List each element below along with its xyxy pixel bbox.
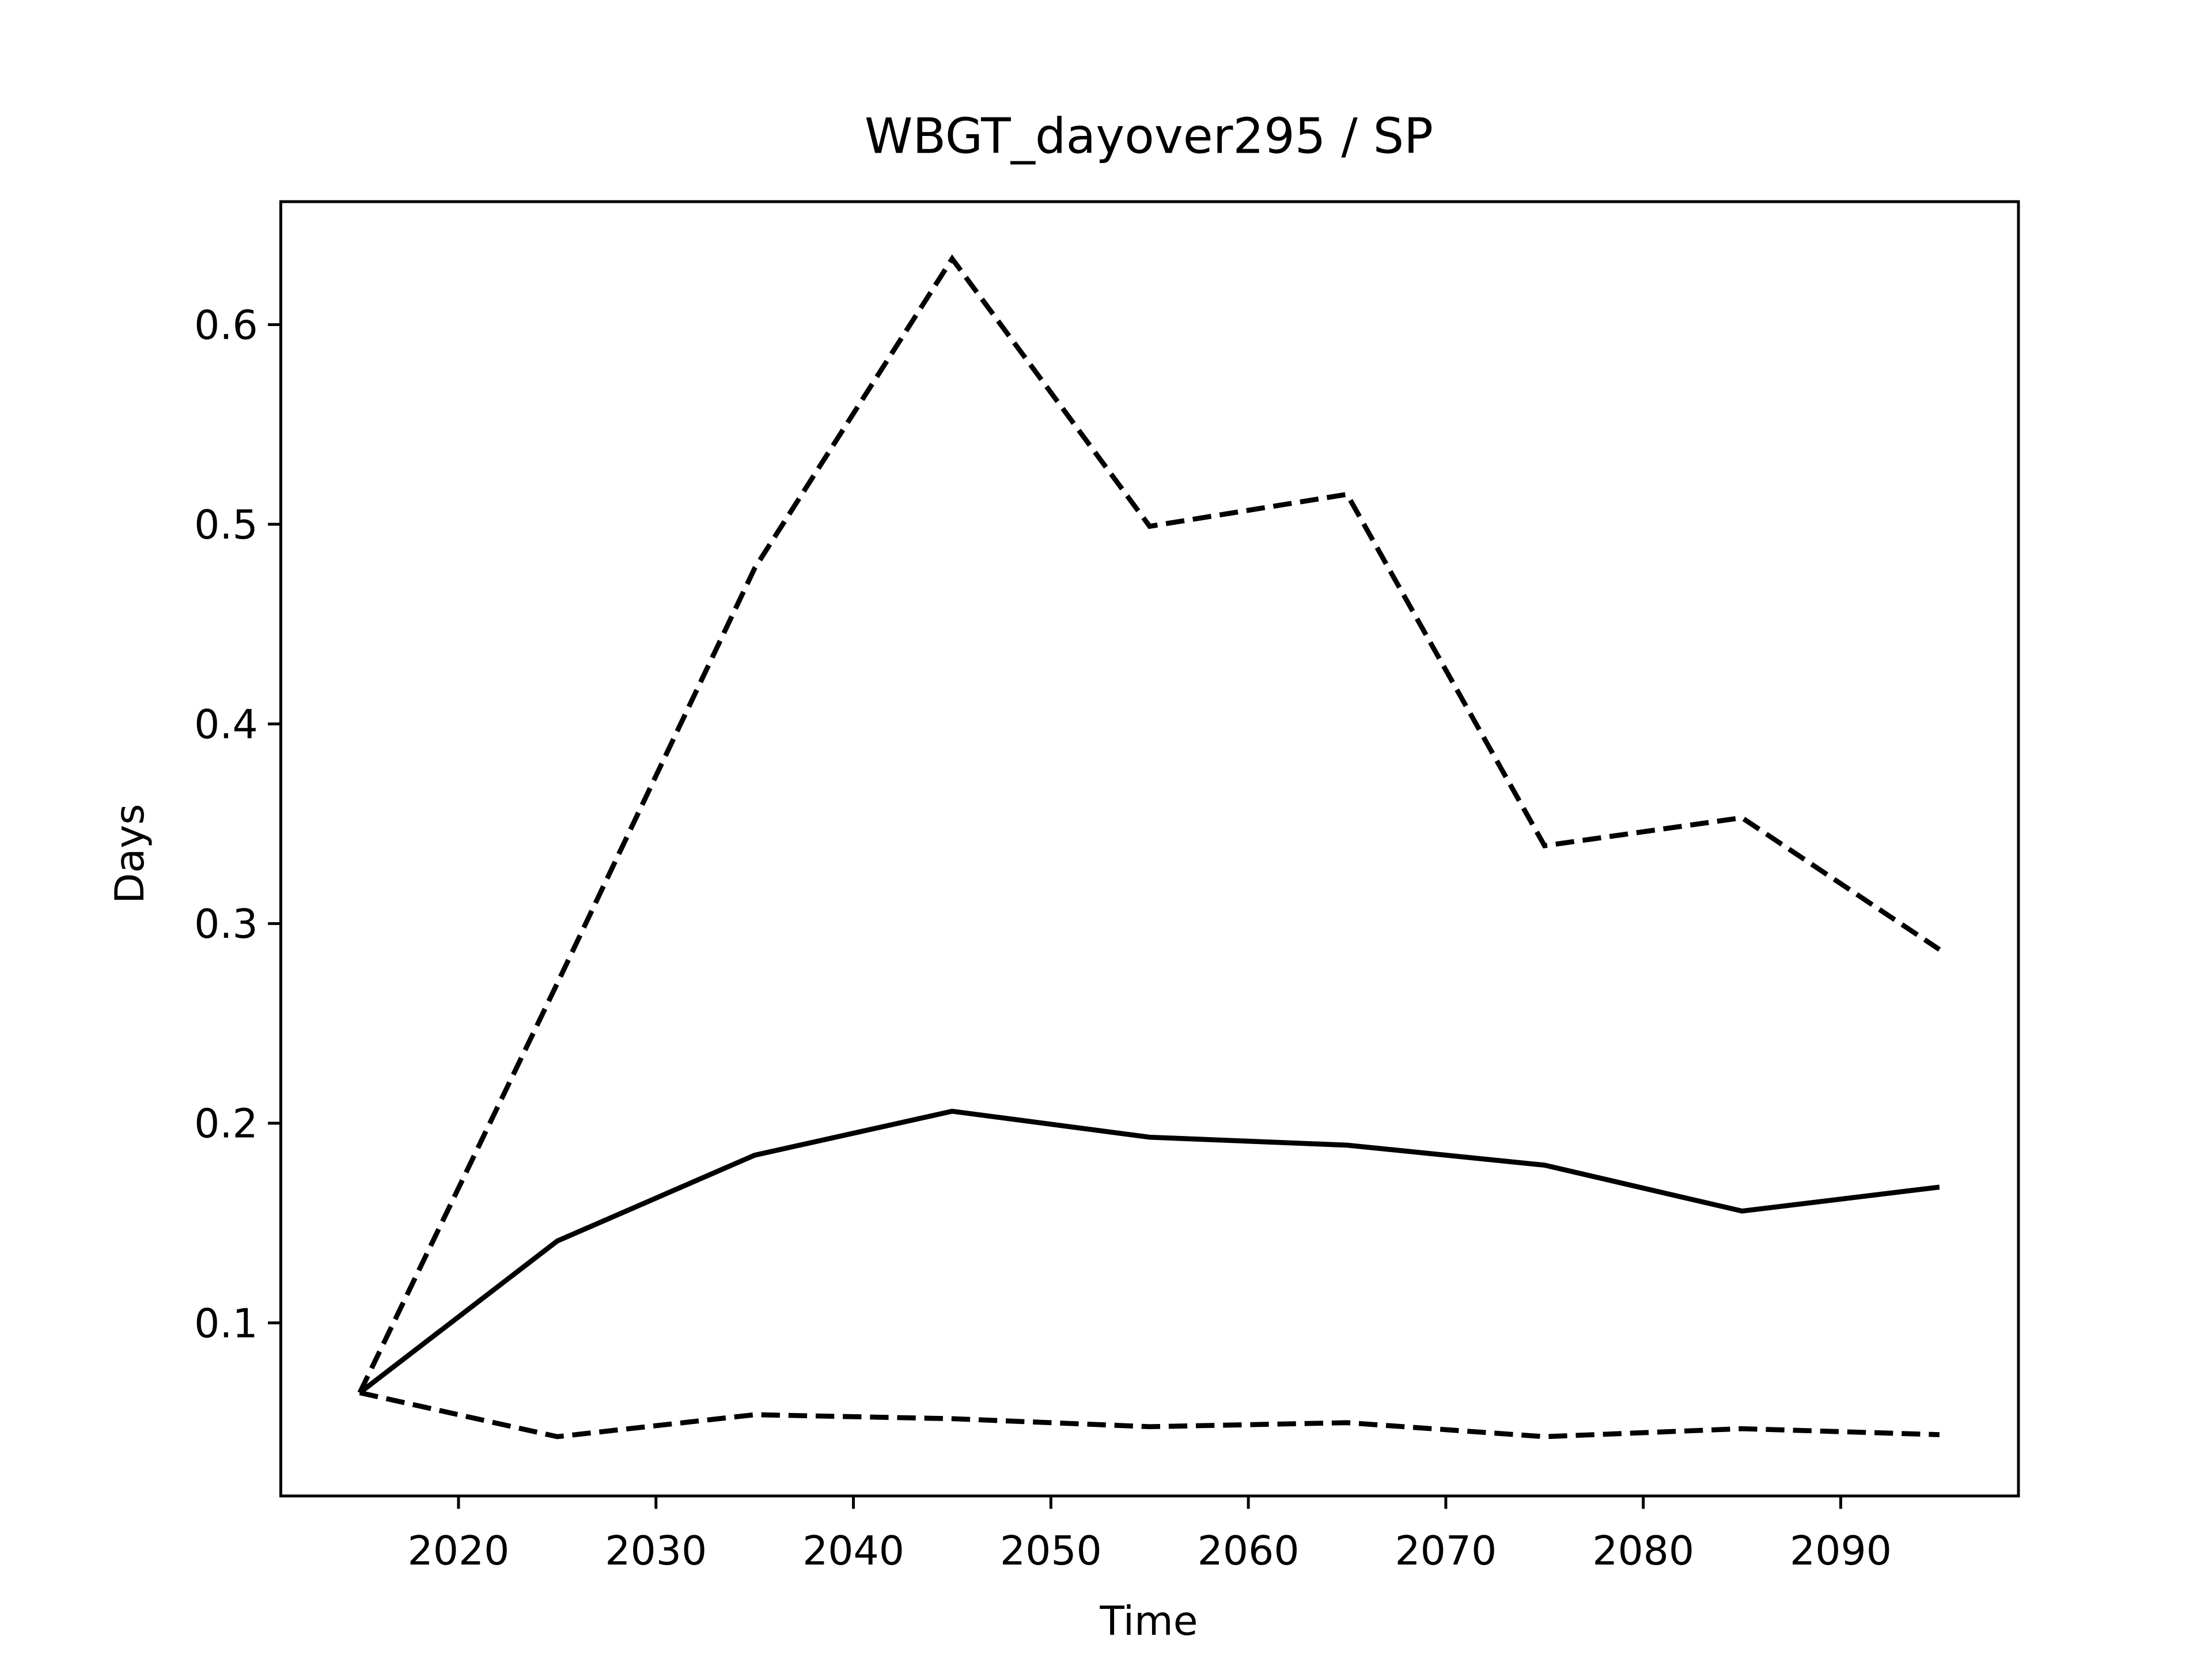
y-tick-label: 0.1 [194, 1300, 258, 1347]
x-tick-label: 2070 [1395, 1528, 1497, 1574]
y-tick-label: 0.4 [194, 702, 258, 748]
y-axis-label: Days [107, 804, 153, 903]
x-tick-label: 2020 [408, 1528, 510, 1574]
x-tick-label: 2080 [1592, 1528, 1694, 1574]
x-tick-label: 2090 [1790, 1528, 1892, 1574]
data-line [358, 1108, 1940, 1395]
x-tick-label: 2040 [802, 1528, 904, 1574]
x-tick-label: 2060 [1198, 1528, 1300, 1574]
x-axis-label: Time [1099, 1598, 1198, 1645]
y-tick-label: 0.5 [194, 502, 258, 548]
data-line [359, 1390, 1940, 1440]
x-tick-label: 2050 [1000, 1528, 1102, 1574]
chart-title: WBGT_dayover295 / SP [865, 108, 1433, 165]
plot-frame [279, 200, 2020, 1498]
y-tick-label: 0.2 [194, 1101, 258, 1147]
x-tick-label: 2030 [605, 1528, 707, 1574]
y-tick-label: 0.3 [194, 901, 258, 948]
y-tick-label: 0.6 [194, 302, 258, 349]
data-line [357, 254, 1941, 1394]
